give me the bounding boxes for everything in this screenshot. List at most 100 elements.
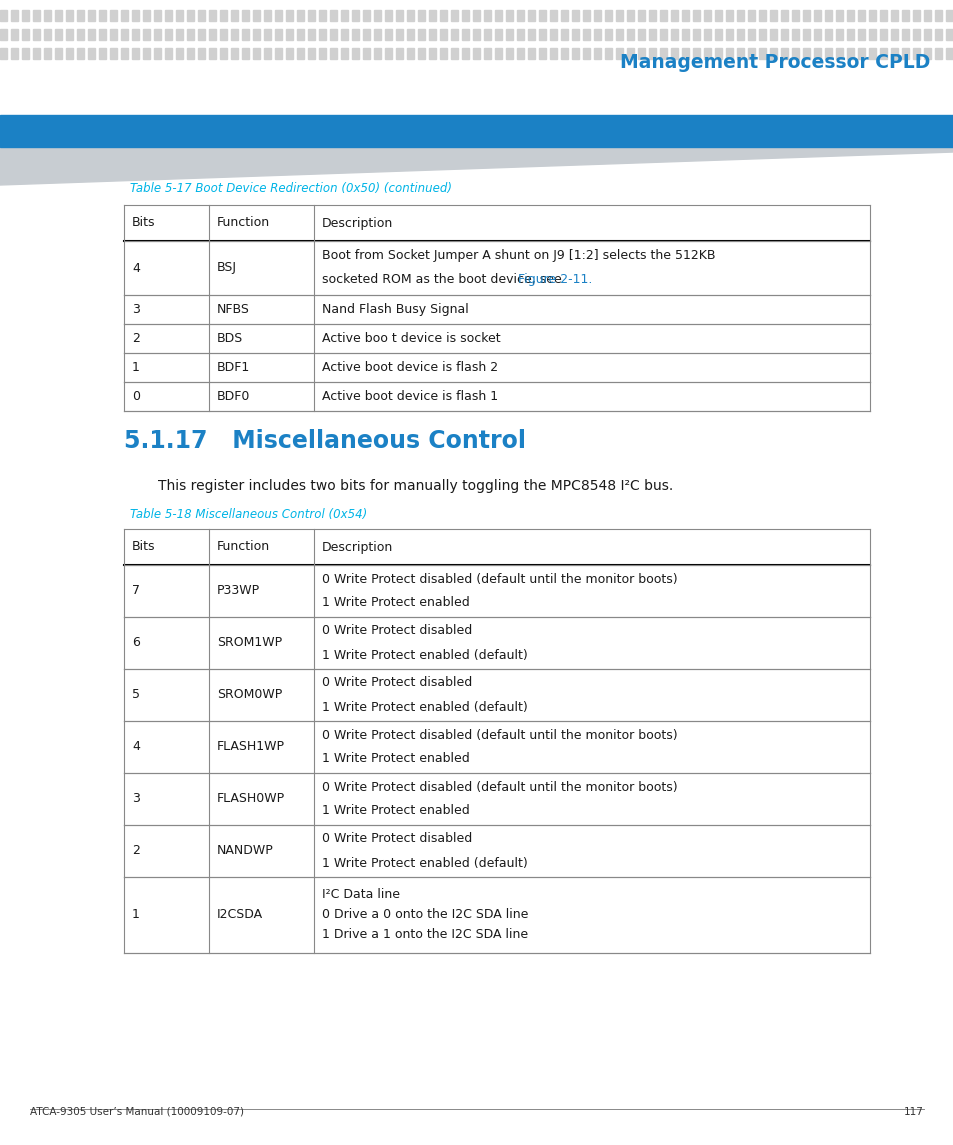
Bar <box>374 29 380 40</box>
Bar <box>296 29 304 40</box>
Bar <box>659 10 666 21</box>
Text: P33WP: P33WP <box>216 584 260 598</box>
Bar <box>527 48 535 60</box>
Bar <box>868 29 875 40</box>
Text: socketed ROM as the boot device, see: socketed ROM as the boot device, see <box>322 274 565 286</box>
Bar <box>318 29 326 40</box>
Bar <box>857 10 864 21</box>
Bar <box>594 48 600 60</box>
Bar <box>340 10 348 21</box>
Bar <box>318 48 326 60</box>
Bar <box>714 29 721 40</box>
Bar <box>77 29 84 40</box>
Text: 1 Write Protect enabled: 1 Write Protect enabled <box>322 752 469 766</box>
Bar <box>912 48 919 60</box>
Bar <box>714 10 721 21</box>
Bar <box>681 29 688 40</box>
Bar <box>55 10 62 21</box>
Bar <box>198 48 205 60</box>
Text: 1: 1 <box>132 361 140 374</box>
Bar <box>857 29 864 40</box>
Bar <box>175 48 183 60</box>
Bar <box>143 29 150 40</box>
Bar <box>340 48 348 60</box>
Bar <box>385 29 392 40</box>
Bar <box>560 48 567 60</box>
Bar <box>560 29 567 40</box>
Bar <box>638 10 644 21</box>
Bar <box>352 29 358 40</box>
Bar <box>769 10 776 21</box>
Bar <box>66 48 73 60</box>
Bar <box>296 48 304 60</box>
Bar <box>429 10 436 21</box>
Text: 5.1.17   Miscellaneous Control: 5.1.17 Miscellaneous Control <box>124 429 525 453</box>
Text: Table 5-17 Boot Device Redirection (0x50) (continued): Table 5-17 Boot Device Redirection (0x50… <box>130 182 452 195</box>
Bar <box>0 114 953 147</box>
Bar <box>912 10 919 21</box>
Bar <box>835 29 842 40</box>
Bar <box>143 48 150 60</box>
Bar <box>385 48 392 60</box>
Bar <box>451 29 457 40</box>
Bar <box>11 48 18 60</box>
Bar <box>670 29 678 40</box>
Bar <box>813 48 821 60</box>
Text: 2: 2 <box>132 845 140 858</box>
Bar <box>483 48 491 60</box>
Bar <box>912 29 919 40</box>
Bar <box>560 10 567 21</box>
Bar <box>835 10 842 21</box>
Text: Description: Description <box>322 216 393 229</box>
Bar <box>33 29 40 40</box>
Text: 6: 6 <box>132 637 140 649</box>
Bar <box>461 48 469 60</box>
Bar <box>517 29 523 40</box>
Bar <box>879 29 886 40</box>
Bar <box>824 10 831 21</box>
Bar <box>385 10 392 21</box>
Bar <box>648 29 656 40</box>
Bar <box>429 29 436 40</box>
Bar <box>594 10 600 21</box>
Bar <box>286 10 293 21</box>
Bar <box>395 29 402 40</box>
Bar <box>198 10 205 21</box>
Text: FLASH1WP: FLASH1WP <box>216 741 285 753</box>
Bar <box>769 48 776 60</box>
Bar <box>231 48 237 60</box>
Bar <box>527 10 535 21</box>
Bar <box>846 10 853 21</box>
Bar <box>395 48 402 60</box>
Bar <box>703 10 710 21</box>
Bar <box>242 29 249 40</box>
Bar <box>187 29 193 40</box>
Bar <box>439 48 447 60</box>
Bar <box>330 10 336 21</box>
Bar <box>923 29 930 40</box>
Bar <box>473 10 479 21</box>
Text: Bits: Bits <box>132 540 155 553</box>
Bar <box>692 29 700 40</box>
Bar <box>374 48 380 60</box>
Bar <box>253 29 260 40</box>
Text: Active boot device is flash 2: Active boot device is flash 2 <box>322 361 497 374</box>
Bar <box>616 10 622 21</box>
Bar <box>890 48 897 60</box>
Bar <box>0 48 7 60</box>
Text: 1 Drive a 1 onto the I2C SDA line: 1 Drive a 1 onto the I2C SDA line <box>322 929 528 941</box>
Bar <box>670 48 678 60</box>
Bar <box>483 29 491 40</box>
Bar <box>495 10 501 21</box>
Bar <box>274 29 282 40</box>
Bar <box>681 48 688 60</box>
Bar <box>220 48 227 60</box>
Bar <box>934 10 941 21</box>
Bar <box>88 48 95 60</box>
Bar <box>868 10 875 21</box>
Bar <box>868 48 875 60</box>
Bar <box>703 48 710 60</box>
Bar <box>582 48 589 60</box>
Bar <box>286 29 293 40</box>
Text: Management Processor CPLD: Management Processor CPLD <box>619 53 929 71</box>
